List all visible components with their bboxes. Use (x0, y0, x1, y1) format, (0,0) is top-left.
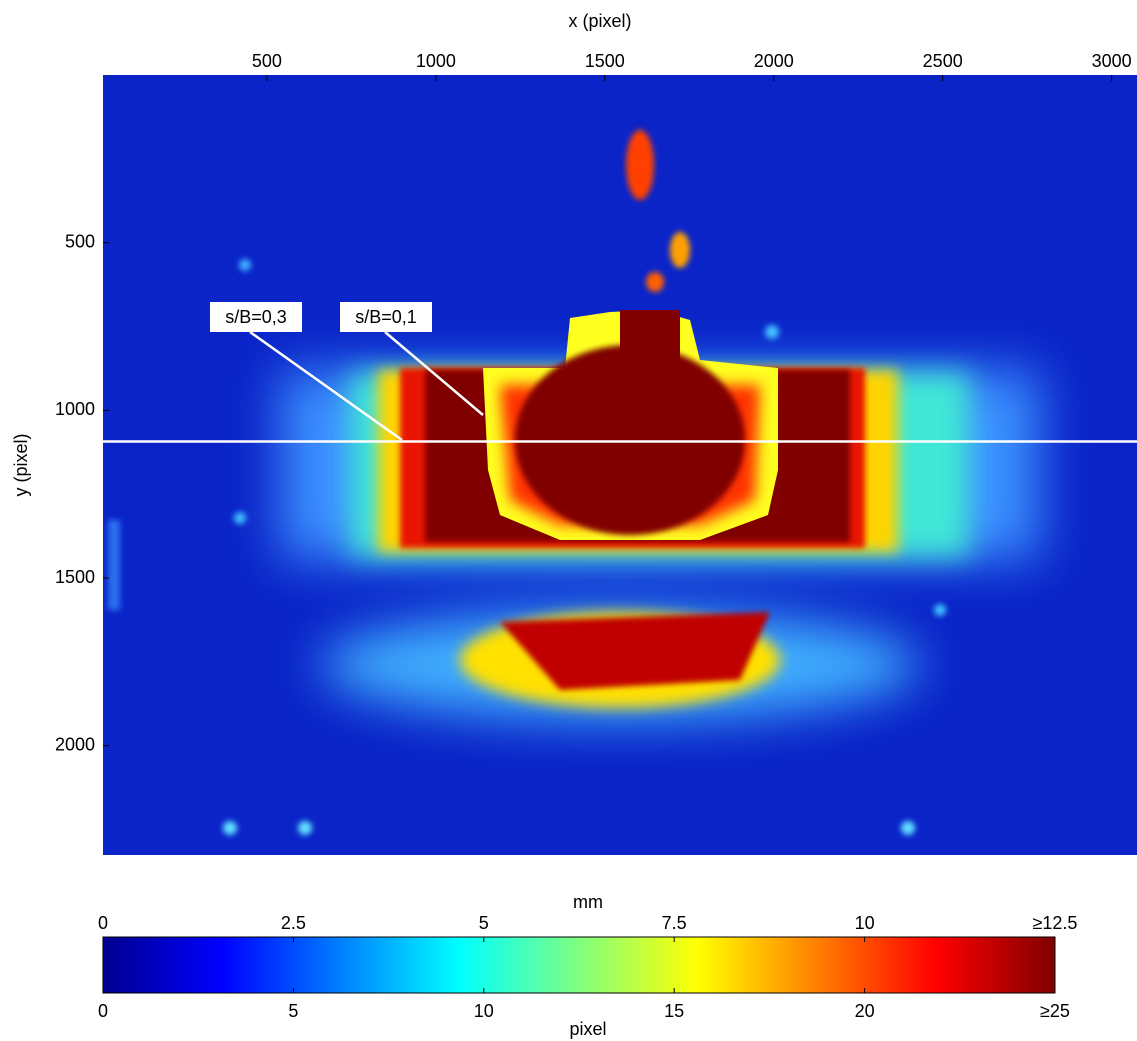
colorbar-tick-label: 10 (855, 913, 875, 933)
y-tick-label: 1500 (55, 567, 95, 587)
colorbar-bottom-label: pixel (569, 1019, 606, 1039)
colorbar-tick-label: ≥25 (1040, 1001, 1070, 1021)
colorbar (102, 936, 1056, 994)
annotation: s/B=0,1 (355, 307, 417, 327)
y-tick-label: 500 (65, 231, 95, 251)
x-tick-label: 2500 (923, 51, 963, 71)
x-tick-label: 1500 (585, 51, 625, 71)
colorbar-tick-label: 0 (98, 913, 108, 933)
annotation-box (340, 302, 432, 332)
heatmap (103, 75, 1137, 855)
x-tick-label: 2000 (754, 51, 794, 71)
colorbar-tick-label: 15 (664, 1001, 684, 1021)
colorbar-tick-label: 5 (479, 913, 489, 933)
x-tick-label: 500 (252, 51, 282, 71)
annotation-pointer (384, 331, 484, 416)
x-axis-label: x (pixel) (568, 11, 631, 31)
colorbar-top-label: mm (573, 892, 603, 912)
colorbar-tick-label: 5 (288, 1001, 298, 1021)
y-tick-label: 1000 (55, 399, 95, 419)
x-tick-label: 1000 (416, 51, 456, 71)
colorbar-tick-label: 2.5 (281, 913, 306, 933)
colorbar-tick-label: 10 (474, 1001, 494, 1021)
y-tick-label: 2000 (55, 734, 95, 754)
y-axis-label: y (pixel) (11, 433, 31, 496)
annotation-pointer (249, 330, 403, 442)
colorbar-tick-label: ≥12.5 (1033, 913, 1078, 933)
colorbar-tick-label: 7.5 (662, 913, 687, 933)
annotation: s/B=0,3 (225, 307, 287, 327)
annotation-box (210, 302, 302, 332)
x-tick-label: 3000 (1092, 51, 1132, 71)
colorbar-tick-label: 20 (855, 1001, 875, 1021)
colorbar-tick-label: 0 (98, 1001, 108, 1021)
